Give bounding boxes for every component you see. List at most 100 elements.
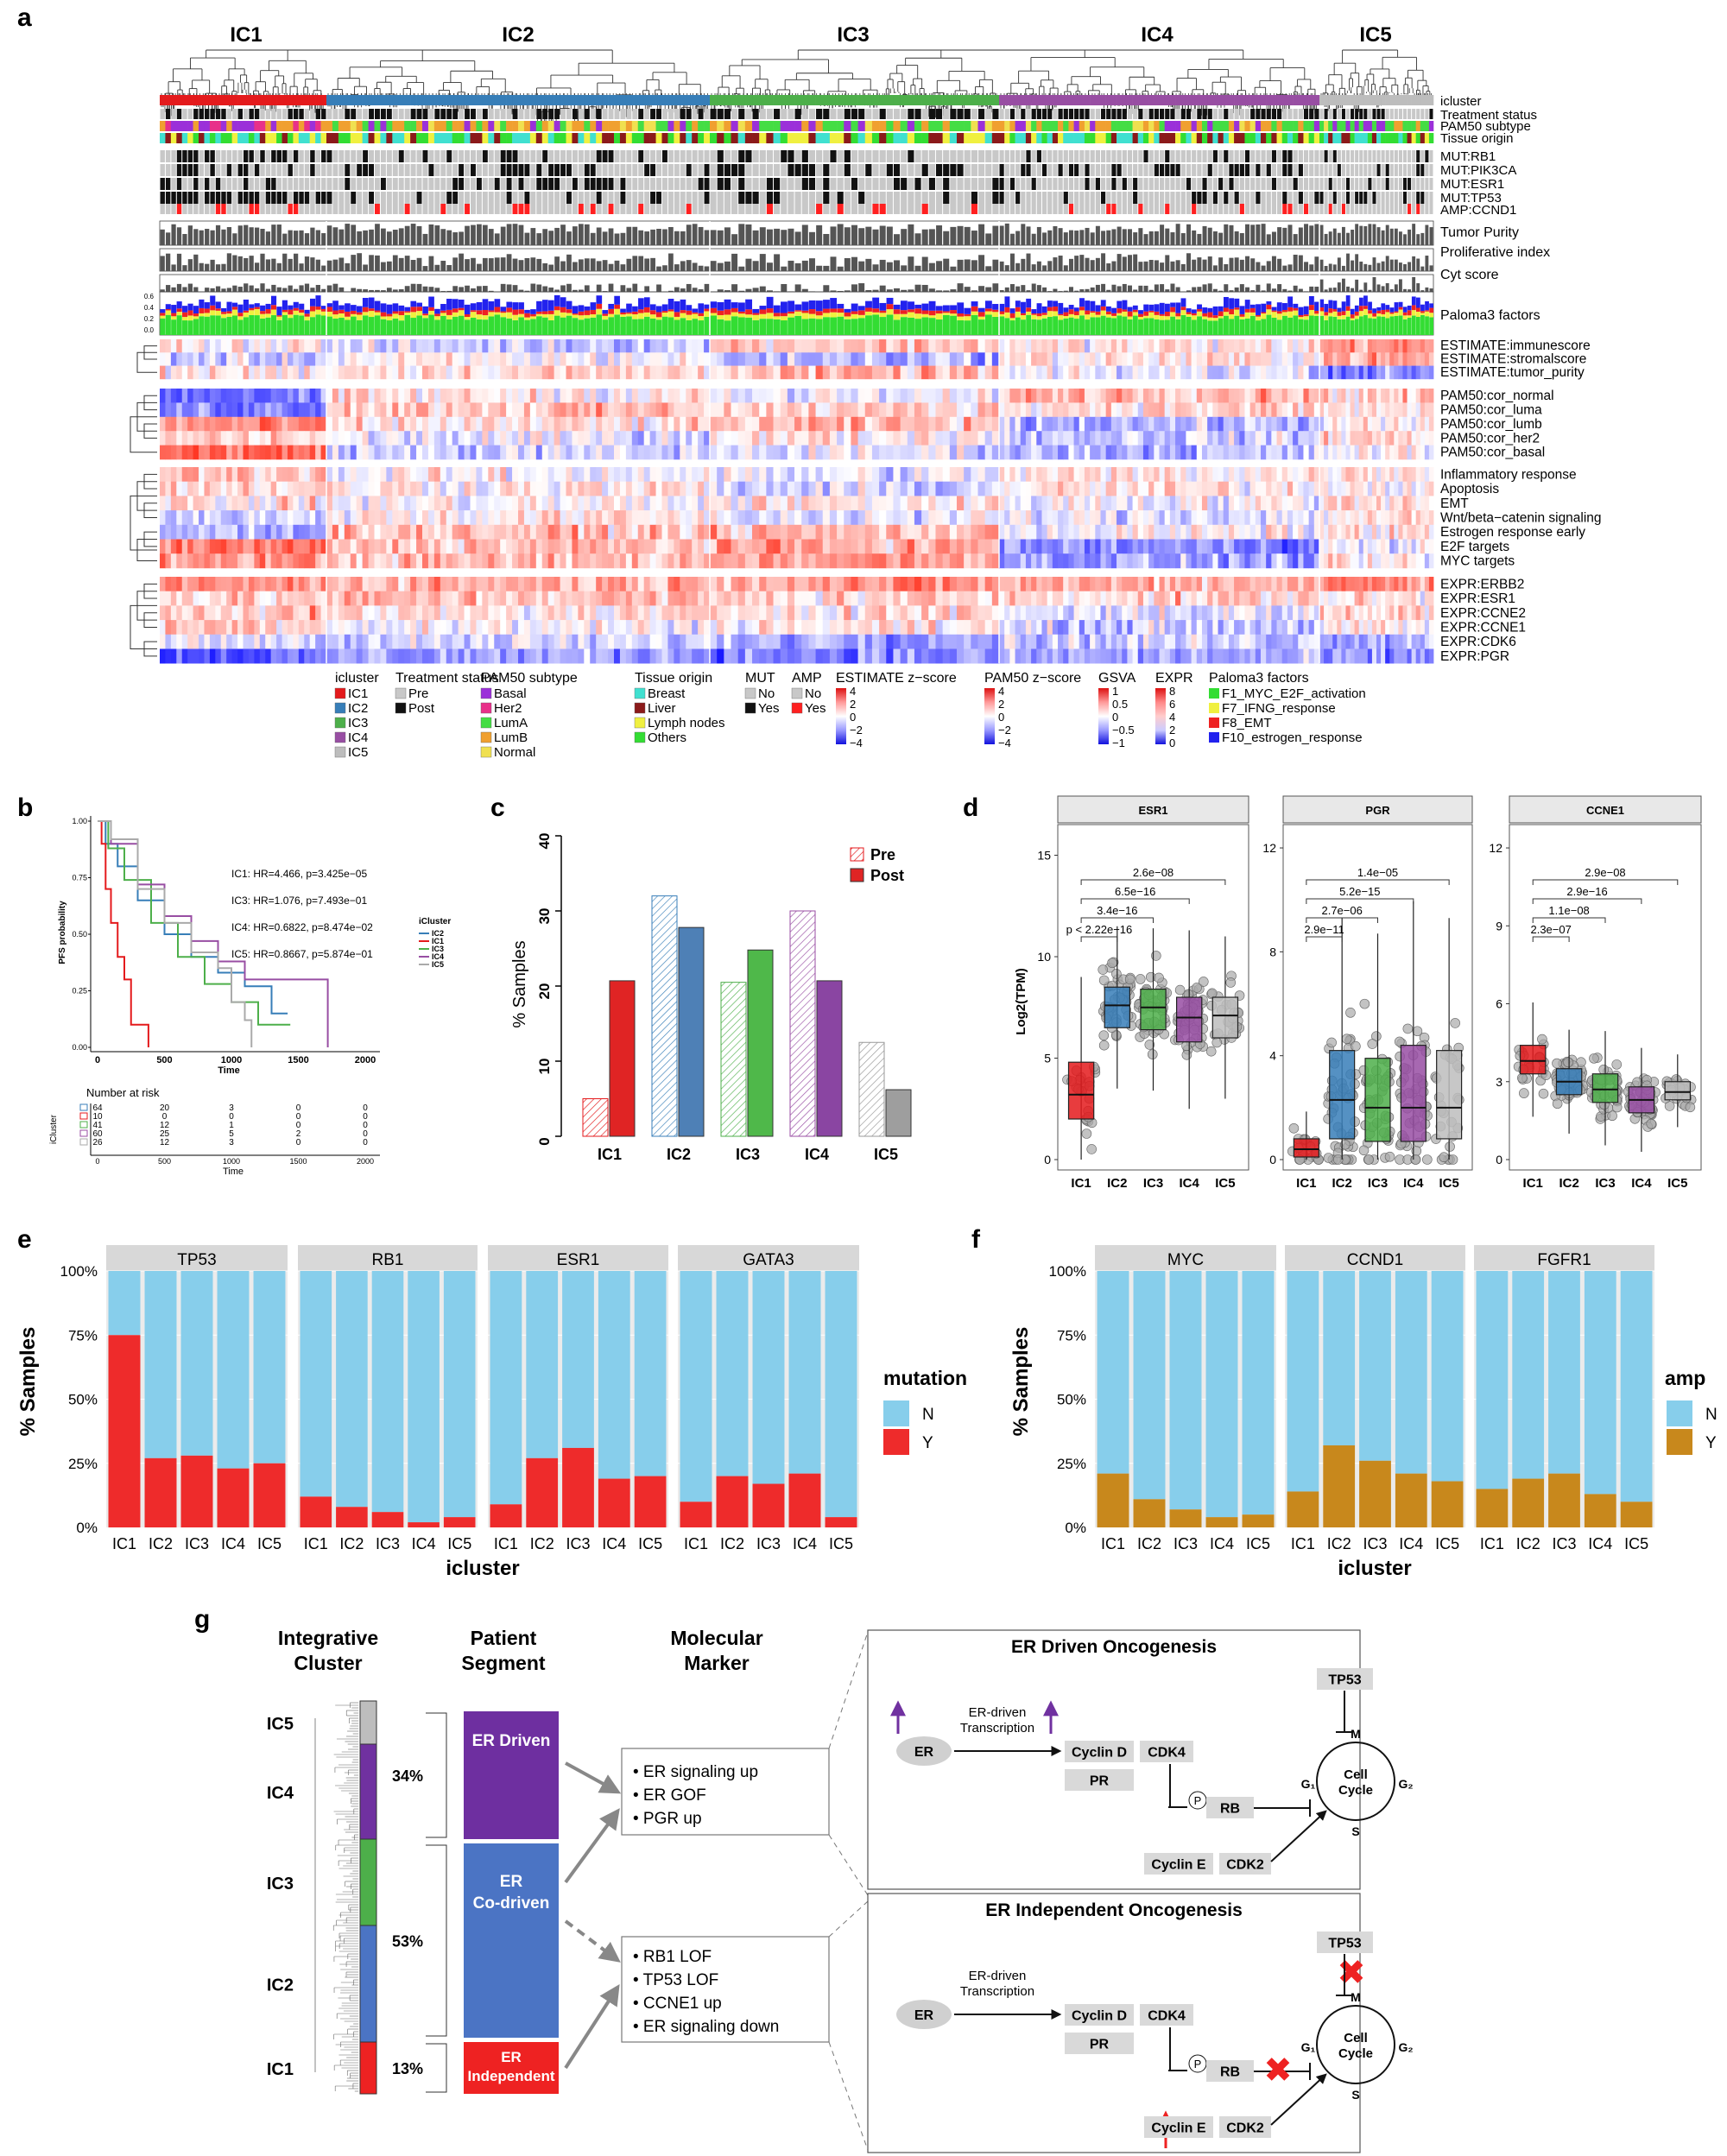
icluster-cell [1428, 95, 1434, 105]
pam50-cell [674, 121, 680, 131]
bar-track-bar [166, 285, 171, 292]
mutation-cell [692, 192, 698, 204]
mutation-cell [1332, 178, 1337, 190]
bar-track-bar [1175, 260, 1180, 271]
bar-track-bar [381, 228, 386, 245]
mutation-cell [1041, 178, 1047, 190]
amp-cell [1175, 204, 1180, 214]
amp-cell [471, 204, 476, 214]
mutation-cell [602, 150, 608, 162]
paloma-segment [1266, 304, 1272, 310]
amp-cell [1239, 204, 1244, 214]
bar-track-label: Paloma3 factors [1440, 308, 1540, 323]
icluster-cell [193, 95, 199, 105]
paloma-segment [1394, 313, 1399, 316]
bar-track-bar [265, 259, 271, 271]
bar-track-bar [1042, 287, 1047, 292]
tissue-cell [1341, 133, 1346, 143]
paloma-segment [851, 319, 858, 335]
bar-track-bar [1266, 261, 1271, 271]
pam50-cell [1218, 121, 1224, 131]
bar-track-bar [294, 231, 299, 245]
paloma-segment [737, 311, 745, 314]
bar-track-bar [369, 289, 374, 292]
amp-cell [674, 204, 680, 214]
pam50-cell [165, 121, 172, 131]
paloma-segment [1398, 309, 1403, 316]
paloma-segment [608, 308, 614, 314]
bar-track-bar [1122, 229, 1127, 245]
bar-track-bar [1256, 284, 1261, 292]
treatment-cell [578, 109, 584, 119]
paloma-segment [1105, 306, 1111, 312]
heatmap-cell [362, 339, 369, 353]
heatmap-cell [1105, 339, 1112, 353]
mutation-cell [578, 150, 584, 162]
paloma-segment [440, 304, 446, 311]
bar-track-bar [1212, 288, 1218, 292]
paloma-segment [249, 310, 255, 315]
pam50-cell [928, 121, 936, 131]
treatment-cell [193, 109, 199, 119]
bar-track-bar [1408, 289, 1412, 292]
pam50-cell [977, 121, 985, 131]
paloma-segment [1261, 319, 1267, 335]
treatment-cell [656, 109, 661, 119]
tissue-cell [518, 133, 525, 143]
tissue-cell [1175, 133, 1181, 143]
paloma-segment [680, 313, 686, 319]
amp-cell [759, 204, 766, 214]
mutation-cell [1282, 164, 1287, 176]
tissue-cell [1137, 133, 1144, 143]
treatment-cell [914, 109, 921, 119]
pam50-cell [1228, 121, 1235, 131]
amp-cell [392, 204, 398, 214]
mutation-cell [530, 150, 536, 162]
icluster-cell [1371, 95, 1377, 105]
paloma-segment [237, 304, 244, 313]
paloma-segment [386, 320, 393, 335]
mutation-cell [644, 178, 650, 190]
tissue-cell [315, 133, 321, 143]
heatmap-cell [1004, 339, 1010, 353]
bar-track-bar [271, 258, 276, 271]
treatment-cell [392, 109, 398, 119]
paloma-segment [182, 317, 188, 321]
bar-track-bar [914, 265, 921, 271]
mutation-cell [724, 164, 731, 176]
amp-cell [1389, 204, 1394, 214]
bar-track-bar [1372, 257, 1376, 271]
bar-track-bar [1101, 283, 1106, 292]
mutation-cell [1389, 164, 1394, 176]
mutation-cell [1095, 178, 1100, 190]
amp-cell [1372, 204, 1376, 214]
treatment-cell [1293, 109, 1298, 119]
mutation-cell [232, 178, 237, 190]
paloma-segment [1239, 316, 1245, 319]
treatment-cell [375, 109, 380, 119]
mutation-cell [964, 164, 971, 176]
paloma-segment [1009, 308, 1015, 313]
mutation-cell [872, 164, 879, 176]
tissue-cell [320, 133, 327, 143]
icluster-cell [698, 95, 705, 105]
mutation-cell [260, 150, 265, 162]
mutation-cell [465, 164, 470, 176]
mutation-cell [1332, 192, 1337, 204]
bar-track-bar [964, 226, 971, 245]
treatment-cell [614, 109, 620, 119]
bar-track-bar [1095, 225, 1100, 245]
bar-track-bar [1332, 264, 1337, 271]
pam50-cell [1249, 121, 1256, 131]
bar-track-bar [1266, 234, 1271, 245]
mutation-cell [221, 192, 226, 204]
mutation-cell [774, 164, 781, 176]
pam50-cell [1411, 121, 1416, 131]
heatmap-cell [787, 339, 795, 353]
bar-track-bar [1079, 289, 1085, 292]
mutation-cell [1250, 178, 1256, 190]
paloma-segment [160, 315, 166, 319]
paloma-segment [1324, 319, 1329, 335]
bar-track-bar [416, 257, 422, 271]
mutation-cell [886, 164, 893, 176]
